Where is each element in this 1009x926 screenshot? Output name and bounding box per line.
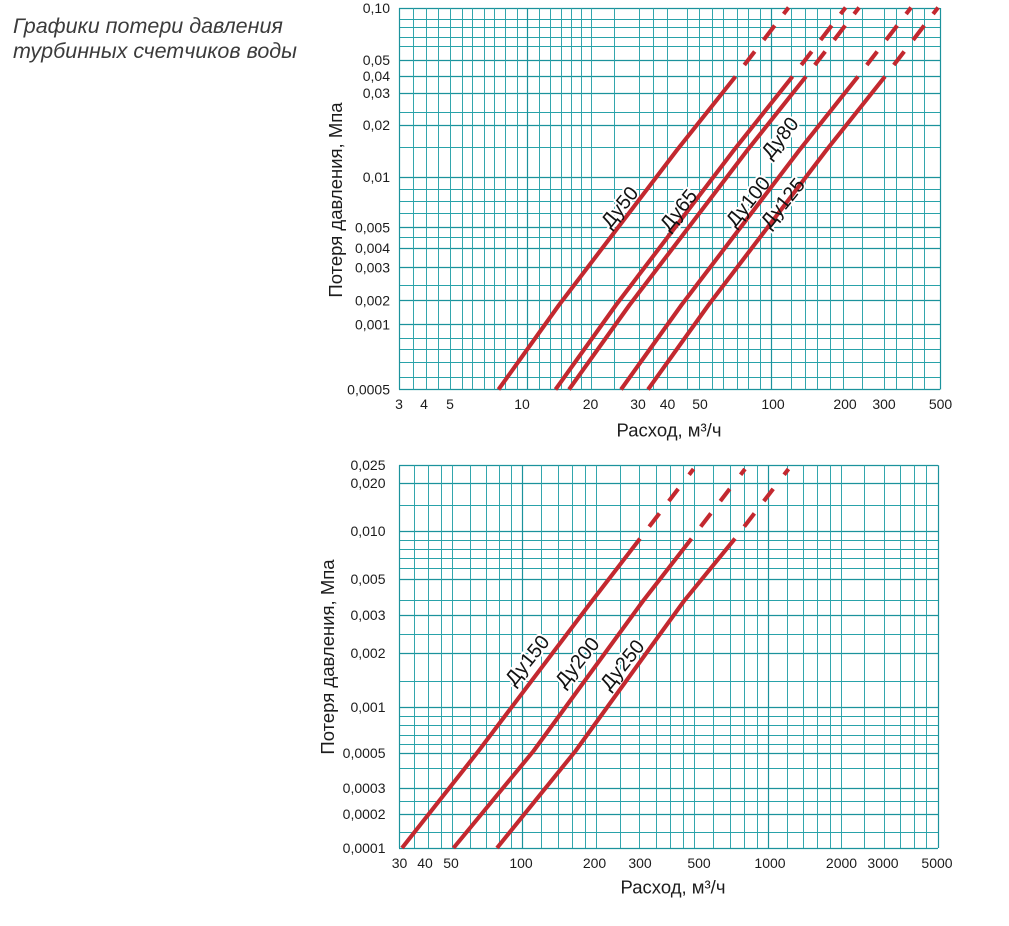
svg-text:4: 4 — [420, 396, 428, 412]
svg-text:0,001: 0,001 — [355, 316, 390, 332]
svg-text:0,020: 0,020 — [350, 475, 385, 491]
svg-text:10: 10 — [514, 396, 530, 412]
svg-text:0,003: 0,003 — [350, 607, 385, 623]
svg-text:500: 500 — [687, 855, 711, 871]
svg-text:Потеря давления, Мпа: Потеря давления, Мпа — [317, 559, 338, 755]
svg-text:0,0005: 0,0005 — [343, 745, 386, 761]
svg-text:0,004: 0,004 — [355, 240, 390, 256]
svg-text:0,10: 0,10 — [363, 0, 390, 16]
svg-text:0,0005: 0,0005 — [347, 381, 390, 397]
svg-text:500: 500 — [929, 396, 953, 412]
svg-text:0,03: 0,03 — [363, 85, 390, 101]
svg-text:0,005: 0,005 — [355, 219, 390, 235]
svg-text:200: 200 — [583, 855, 607, 871]
svg-text:30: 30 — [392, 855, 408, 871]
svg-text:1000: 1000 — [754, 855, 785, 871]
svg-text:Потеря давления, Мпа: Потеря давления, Мпа — [325, 102, 346, 298]
svg-text:0,0001: 0,0001 — [343, 840, 386, 856]
svg-text:40: 40 — [660, 396, 676, 412]
svg-text:0,04: 0,04 — [363, 68, 390, 84]
svg-text:300: 300 — [628, 855, 652, 871]
svg-text:300: 300 — [872, 396, 896, 412]
svg-text:40: 40 — [417, 855, 433, 871]
svg-text:0,025: 0,025 — [350, 457, 385, 473]
svg-text:0,0003: 0,0003 — [343, 780, 386, 796]
svg-text:0,002: 0,002 — [355, 292, 390, 308]
svg-text:5: 5 — [446, 396, 454, 412]
svg-text:100: 100 — [509, 855, 533, 871]
svg-text:30: 30 — [630, 396, 646, 412]
svg-text:Ду50: Ду50 — [597, 183, 643, 233]
svg-text:0,001: 0,001 — [350, 699, 385, 715]
svg-text:0,005: 0,005 — [350, 571, 385, 587]
svg-text:20: 20 — [583, 396, 599, 412]
svg-text:0,05: 0,05 — [363, 52, 390, 68]
svg-text:5000: 5000 — [921, 855, 952, 871]
svg-text:0,010: 0,010 — [350, 523, 385, 539]
svg-text:0,002: 0,002 — [350, 645, 385, 661]
svg-text:200: 200 — [833, 396, 857, 412]
svg-text:0,003: 0,003 — [355, 259, 390, 275]
svg-text:0,0002: 0,0002 — [343, 806, 386, 822]
svg-text:3000: 3000 — [867, 855, 898, 871]
svg-text:50: 50 — [443, 855, 459, 871]
svg-text:3: 3 — [395, 396, 403, 412]
svg-text:50: 50 — [692, 396, 708, 412]
svg-text:0,01: 0,01 — [363, 169, 390, 185]
svg-text:2000: 2000 — [826, 855, 857, 871]
svg-text:Расход, м³/ч: Расход, м³/ч — [617, 420, 722, 441]
svg-text:100: 100 — [761, 396, 785, 412]
svg-text:Расход, м³/ч: Расход, м³/ч — [621, 877, 726, 898]
svg-text:0,02: 0,02 — [363, 117, 390, 133]
